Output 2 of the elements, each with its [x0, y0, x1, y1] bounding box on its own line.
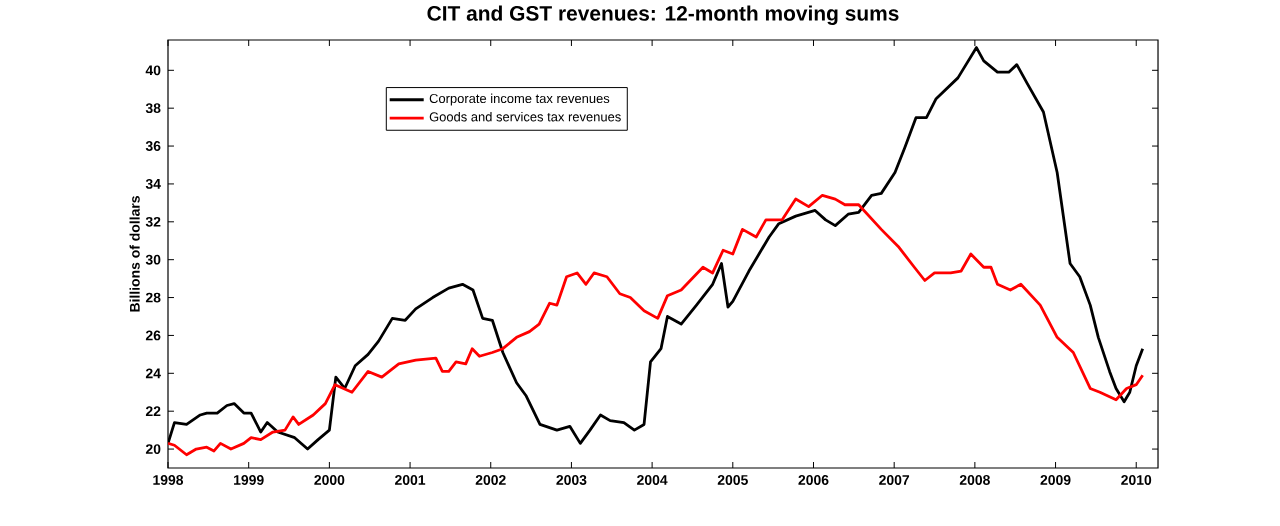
chart-title: CIT and GST revenues: 12-month moving sums — [427, 5, 899, 25]
line-series — [168, 193, 1145, 457]
